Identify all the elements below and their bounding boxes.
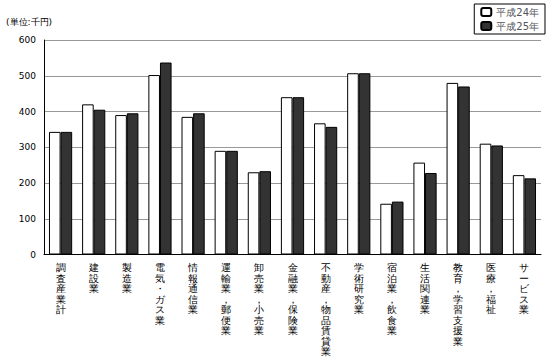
svg-text:生: 生 <box>420 262 430 273</box>
svg-text:業: 業 <box>221 325 231 336</box>
svg-text:調: 調 <box>56 262 66 273</box>
svg-text:業: 業 <box>288 325 298 336</box>
svg-text:通: 通 <box>188 283 198 294</box>
svg-text:活: 活 <box>420 273 430 284</box>
svg-text:査: 査 <box>56 273 66 284</box>
svg-text:平成24年: 平成24年 <box>496 7 539 18</box>
svg-text:300: 300 <box>19 142 36 152</box>
svg-text:小: 小 <box>254 304 264 315</box>
svg-text:0: 0 <box>30 250 36 260</box>
svg-text:飲: 飲 <box>387 304 397 315</box>
svg-text:製: 製 <box>122 262 132 273</box>
svg-text:(単位:千円): (単位:千円) <box>6 17 52 27</box>
svg-text:業: 業 <box>354 304 364 315</box>
svg-text:動: 動 <box>321 273 331 284</box>
svg-text:業: 業 <box>387 283 397 294</box>
svg-text:平成25年: 平成25年 <box>496 21 539 32</box>
svg-text:計: 計 <box>56 304 66 315</box>
svg-text:，: ， <box>288 294 298 305</box>
svg-text:運: 運 <box>221 262 231 273</box>
svg-text:報: 報 <box>188 273 198 284</box>
svg-text:，: ， <box>254 294 264 305</box>
svg-text:業: 業 <box>519 304 529 315</box>
svg-text:援: 援 <box>453 325 463 336</box>
svg-text:，: ， <box>453 283 463 294</box>
svg-text:業: 業 <box>420 304 430 315</box>
svg-text:200: 200 <box>19 178 36 188</box>
svg-text:業: 業 <box>288 283 298 294</box>
svg-text:，: ， <box>486 283 496 294</box>
svg-text:業: 業 <box>155 315 165 326</box>
svg-text:福: 福 <box>486 294 496 305</box>
svg-text:郵: 郵 <box>221 304 231 315</box>
svg-text:業: 業 <box>89 283 99 294</box>
svg-text:信: 信 <box>188 294 198 305</box>
svg-text:研: 研 <box>354 283 364 294</box>
svg-text:500: 500 <box>19 71 36 81</box>
svg-text:造: 造 <box>122 273 132 284</box>
svg-text:ス: ス <box>519 294 529 305</box>
svg-text:業: 業 <box>254 283 264 294</box>
svg-text:祉: 祉 <box>486 304 496 315</box>
svg-text:業: 業 <box>453 336 463 347</box>
svg-text:泊: 泊 <box>387 273 397 284</box>
svg-text:物: 物 <box>321 304 331 315</box>
svg-text:600: 600 <box>19 35 36 45</box>
svg-text:400: 400 <box>19 107 36 117</box>
svg-text:術: 術 <box>354 273 364 284</box>
svg-text:賃: 賃 <box>321 325 331 336</box>
svg-text:育: 育 <box>453 273 463 284</box>
svg-text:学: 学 <box>354 262 364 273</box>
svg-text:ー: ー <box>519 273 529 284</box>
svg-text:産: 産 <box>321 283 331 294</box>
svg-text:，: ， <box>387 294 397 305</box>
svg-text:品: 品 <box>321 315 331 326</box>
svg-text:電: 電 <box>155 262 165 273</box>
svg-text:業: 業 <box>254 325 264 336</box>
svg-text:業: 業 <box>387 325 397 336</box>
svg-text:サ: サ <box>519 262 529 273</box>
svg-text:習: 習 <box>453 304 463 315</box>
svg-text:療: 療 <box>486 273 496 284</box>
svg-text:学: 学 <box>453 294 463 305</box>
svg-text:業: 業 <box>122 283 132 294</box>
svg-text:融: 融 <box>288 273 298 284</box>
svg-text:宿: 宿 <box>387 262 397 273</box>
svg-text:卸: 卸 <box>254 262 264 273</box>
svg-text:，: ， <box>321 294 331 305</box>
svg-text:教: 教 <box>453 262 463 273</box>
svg-text:，: ， <box>221 294 231 305</box>
svg-text:設: 設 <box>89 273 99 284</box>
svg-text:業: 業 <box>188 304 198 315</box>
svg-text:連: 連 <box>420 294 430 305</box>
svg-text:建: 建 <box>88 262 99 273</box>
svg-text:ス: ス <box>155 304 165 315</box>
svg-text:金: 金 <box>288 262 298 273</box>
svg-text:売: 売 <box>254 315 264 326</box>
svg-text:・: ・ <box>155 283 165 294</box>
svg-text:業: 業 <box>221 283 231 294</box>
svg-text:保: 保 <box>288 304 298 315</box>
svg-text:究: 究 <box>354 294 364 305</box>
svg-text:輸: 輸 <box>221 273 231 284</box>
svg-text:ビ: ビ <box>519 283 530 294</box>
svg-text:貸: 貸 <box>321 336 331 347</box>
svg-text:険: 険 <box>288 315 298 326</box>
svg-text:気: 気 <box>155 273 165 284</box>
svg-text:医: 医 <box>486 262 496 273</box>
svg-text:便: 便 <box>221 315 231 326</box>
svg-text:ガ: ガ <box>155 294 166 305</box>
svg-text:関: 関 <box>420 283 430 294</box>
svg-text:100: 100 <box>19 214 36 224</box>
svg-text:売: 売 <box>254 273 264 284</box>
svg-text:不: 不 <box>321 262 331 273</box>
svg-text:業: 業 <box>56 294 66 305</box>
svg-text:食: 食 <box>387 315 397 326</box>
svg-text:産: 産 <box>56 283 66 294</box>
svg-text:情: 情 <box>187 262 198 273</box>
svg-text:支: 支 <box>453 315 463 326</box>
svg-text:業: 業 <box>321 346 331 357</box>
